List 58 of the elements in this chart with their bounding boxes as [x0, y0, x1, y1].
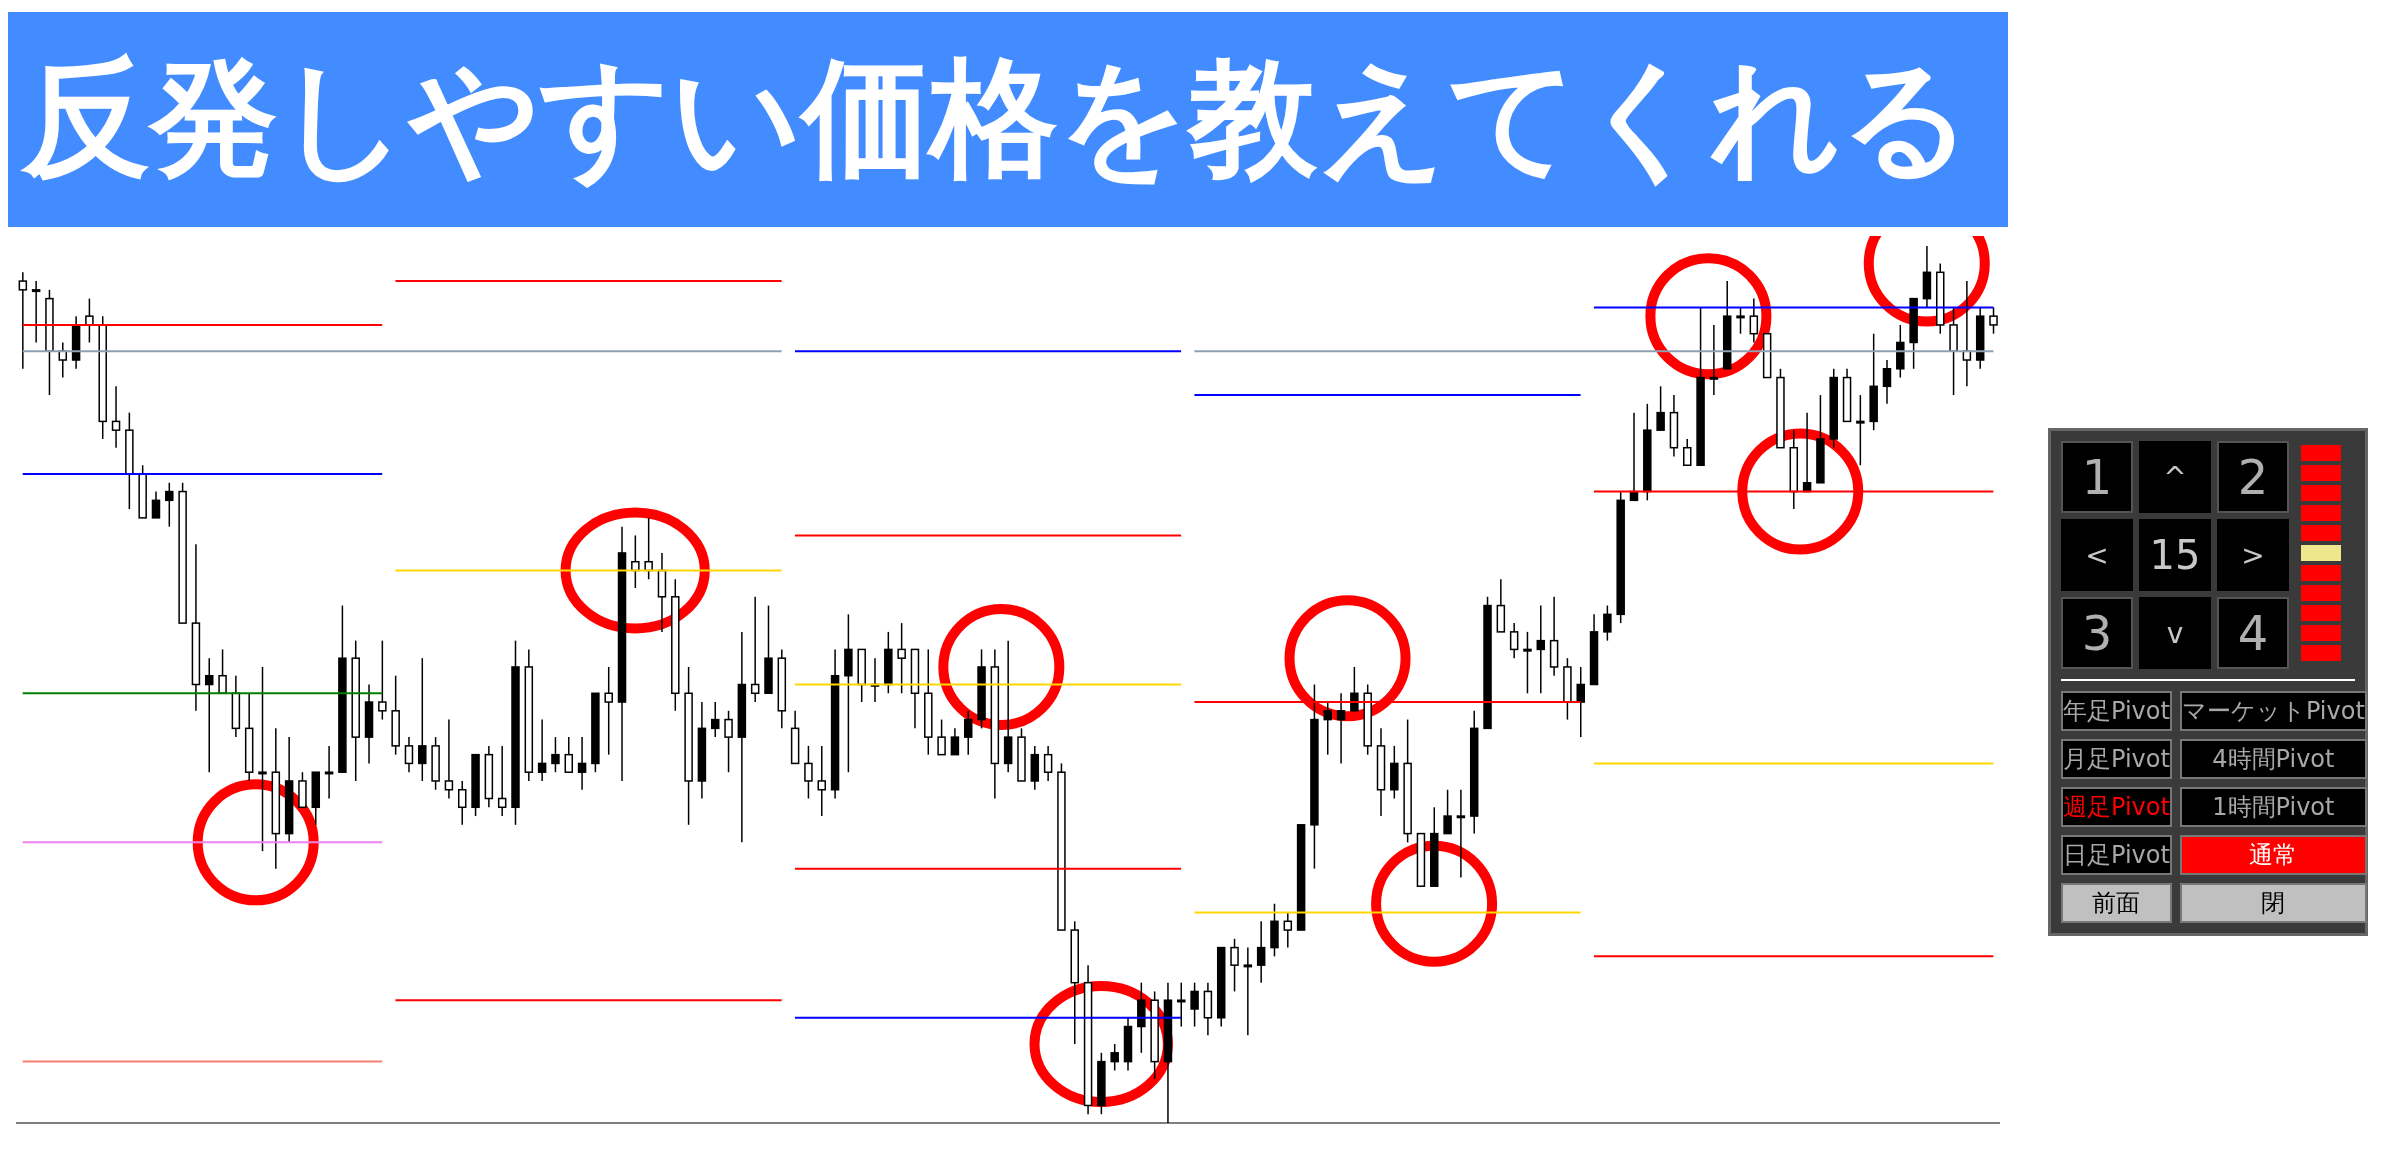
candlestick [537, 718, 547, 782]
candlestick [897, 622, 906, 695]
candlestick [165, 482, 174, 528]
candlestick [1177, 981, 1186, 1028]
candlestick [1989, 306, 1998, 335]
candlestick [31, 280, 41, 344]
candlestick [1350, 666, 1359, 712]
candlestick [564, 736, 574, 773]
candlestick [18, 271, 28, 370]
candlestick [1190, 981, 1199, 1028]
candlestick [937, 718, 946, 756]
candlestick [1230, 938, 1239, 993]
candlestick [710, 701, 720, 738]
candlestick [85, 297, 94, 344]
candlestick [551, 736, 560, 773]
candlestick [1323, 701, 1332, 756]
candlestick [750, 596, 760, 703]
candlestick [258, 666, 267, 852]
candlestick [324, 745, 334, 800]
candlestick [1656, 385, 1665, 431]
candlestick [1709, 324, 1719, 396]
candlestick [444, 718, 454, 800]
candlestick [1243, 946, 1253, 1037]
candlestick [1283, 911, 1293, 949]
candlestick [151, 490, 161, 519]
candlestick [497, 745, 507, 817]
candlestick [817, 745, 827, 817]
candlestick [111, 385, 121, 449]
candlestick [1882, 359, 1892, 405]
candlestick [1736, 306, 1745, 335]
candlestick [804, 745, 813, 800]
candlestick [1536, 604, 1546, 695]
candlestick [1856, 394, 1865, 466]
candlestick [1443, 788, 1452, 835]
candlestick [1110, 1043, 1119, 1072]
candlestick [378, 639, 387, 721]
candlestick [1509, 622, 1519, 659]
candlestick [724, 710, 733, 773]
candlestick [1603, 604, 1612, 642]
candlestick [1749, 297, 1759, 344]
candlestick [1256, 920, 1266, 984]
candlestick [1336, 692, 1346, 765]
candlestick [418, 657, 427, 782]
control-panel: 1 ^ 2 < 15 > 3 v 4 年足Pivot マーケットPivot 月足Pivot 4時間Pivot 週足Pivot 1時間Pivot 日足Pivot 通常 前面 閉 [2048, 428, 2368, 936]
candlestick [577, 736, 587, 791]
candlestick [604, 666, 613, 756]
candlestick [963, 710, 973, 756]
candlestick [404, 736, 414, 773]
candlestick [457, 780, 467, 826]
chart-title: 反発しやすい価格を教えてくれる [8, 12, 2008, 227]
candlestick [1456, 788, 1466, 879]
candlestick [218, 648, 227, 695]
candlestick [1523, 631, 1532, 695]
candlestick [1576, 666, 1585, 738]
candlestick [950, 727, 960, 756]
candlestick [1683, 438, 1692, 466]
candlestick [1043, 745, 1053, 782]
candlestick [205, 657, 214, 773]
